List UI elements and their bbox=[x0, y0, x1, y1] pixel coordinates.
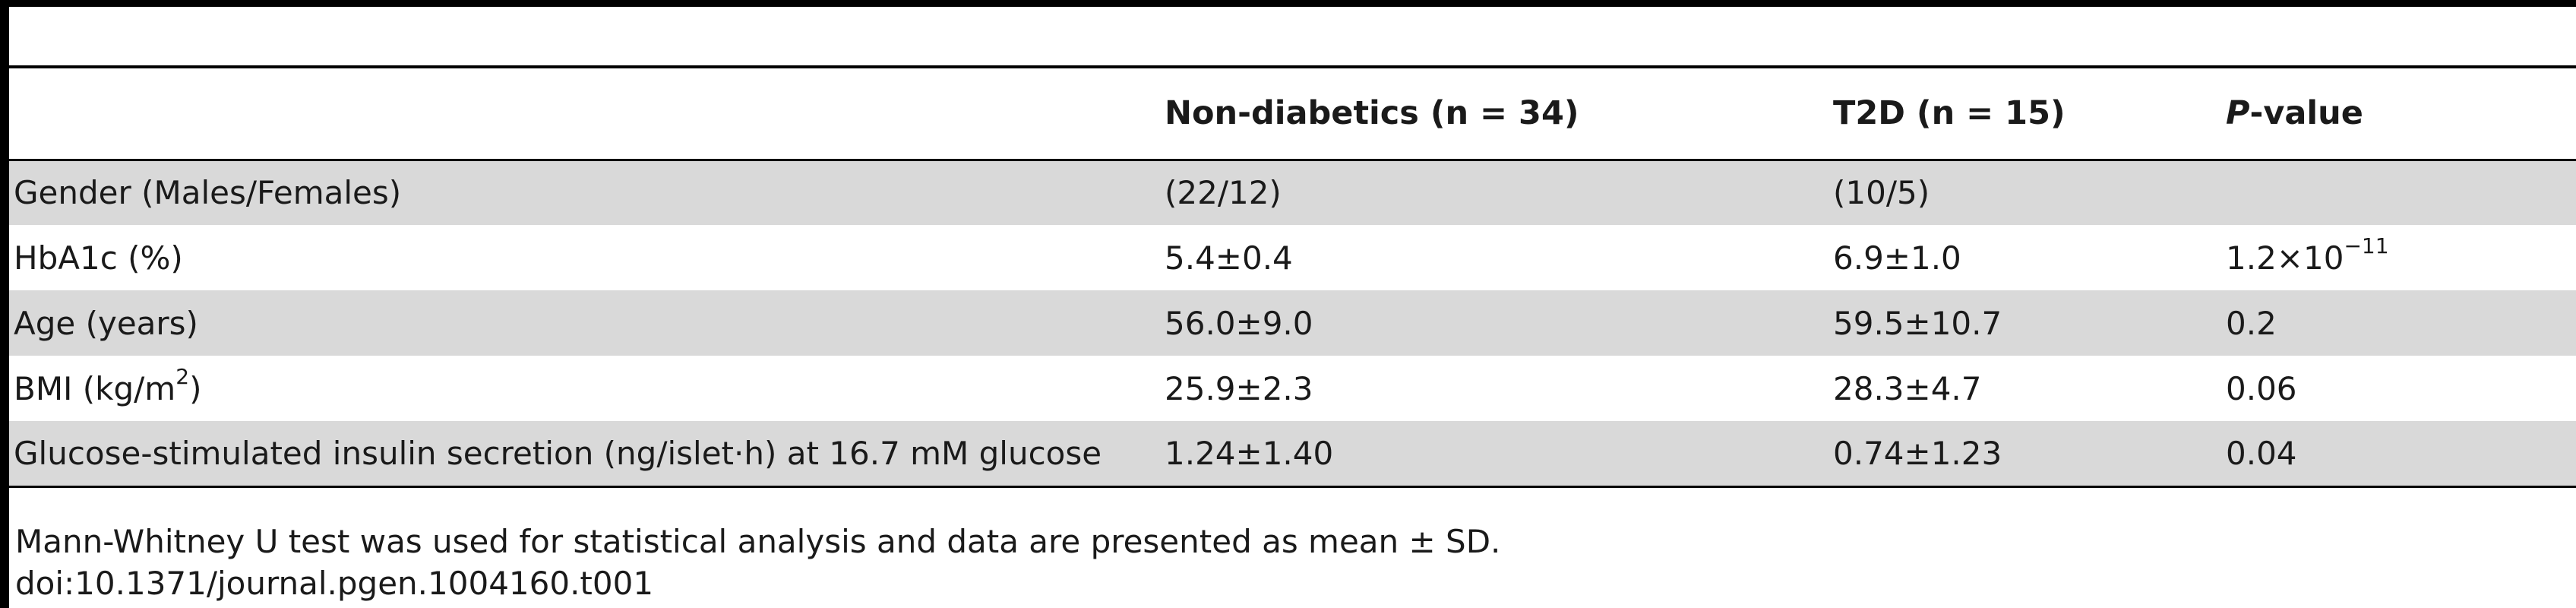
cell-t2d: 28.3±4.7 bbox=[1833, 369, 1982, 407]
p-value-text: 0.06 bbox=[2226, 369, 2297, 407]
header-p-rest: -value bbox=[2249, 94, 2363, 133]
p-value-text: 1.2×10 bbox=[2226, 239, 2344, 277]
table-row: HbA1c (%) 5.4±0.4 6.9±1.0 1.2×10−11 bbox=[9, 225, 2576, 290]
p-value-sup: −11 bbox=[2344, 233, 2389, 258]
cell-p-value: 0.06 bbox=[2221, 356, 2576, 421]
cell-t2d: (10/5) bbox=[1833, 174, 1930, 212]
row-label: BMI (kg/m2) bbox=[9, 356, 1160, 421]
header-t2d: T2D (n = 15) bbox=[1833, 94, 2066, 133]
table-row: Glucose-stimulated insulin secretion (ng… bbox=[9, 421, 2576, 486]
row-label-sup: 2 bbox=[175, 363, 190, 389]
row-label-text: Glucose-stimulated insulin secretion (ng… bbox=[14, 434, 1102, 472]
table-footnote: Mann-Whitney U test was used for statist… bbox=[15, 523, 1501, 560]
header-p-italic: P bbox=[2226, 94, 2250, 133]
row-label-after: ) bbox=[189, 369, 202, 407]
cell-p-value bbox=[2221, 160, 2576, 225]
table-header-row: Non-diabetics (n = 34) T2D (n = 15) P-va… bbox=[9, 67, 2576, 160]
left-border-rule bbox=[0, 0, 9, 608]
row-label-text: Gender (Males/Females) bbox=[14, 174, 402, 212]
row-label: Glucose-stimulated insulin secretion (ng… bbox=[9, 421, 1160, 486]
cell-non-diabetics: 5.4±0.4 bbox=[1165, 239, 1293, 277]
cell-non-diabetics: 25.9±2.3 bbox=[1165, 369, 1313, 407]
header-p-value: P-value bbox=[2221, 67, 2576, 160]
cell-p-value: 1.2×10−11 bbox=[2221, 225, 2576, 290]
p-value-text: 0.2 bbox=[2226, 304, 2277, 342]
cell-non-diabetics: 56.0±9.0 bbox=[1165, 304, 1313, 342]
row-label-text: HbA1c (%) bbox=[14, 239, 183, 277]
cell-non-diabetics: 1.24±1.40 bbox=[1165, 434, 1334, 472]
top-border-rule bbox=[9, 0, 2576, 7]
table-row: Age (years) 56.0±9.0 59.5±10.7 0.2 bbox=[9, 290, 2576, 356]
header-characteristic bbox=[9, 67, 1160, 160]
header-non-diabetics: Non-diabetics (n = 34) bbox=[1165, 94, 1579, 133]
row-label-text: BMI (kg/m bbox=[14, 369, 176, 407]
cell-t2d: 6.9±1.0 bbox=[1833, 239, 1961, 277]
row-label: Gender (Males/Females) bbox=[9, 160, 1160, 225]
p-value-text: 0.04 bbox=[2226, 434, 2297, 472]
cell-p-value: 0.04 bbox=[2221, 421, 2576, 486]
row-label: HbA1c (%) bbox=[9, 225, 1160, 290]
row-label-text: Age (years) bbox=[14, 304, 198, 342]
cell-non-diabetics: (22/12) bbox=[1165, 174, 1282, 212]
patient-characteristics-table: Non-diabetics (n = 34) T2D (n = 15) P-va… bbox=[9, 65, 2576, 488]
cell-t2d: 59.5±10.7 bbox=[1833, 304, 2002, 342]
row-label: Age (years) bbox=[9, 290, 1160, 356]
cell-t2d: 0.74±1.23 bbox=[1833, 434, 2002, 472]
table-row: Gender (Males/Females) (22/12) (10/5) bbox=[9, 160, 2576, 225]
doi-link[interactable]: doi:10.1371/journal.pgen.1004160.t001 bbox=[15, 565, 654, 602]
table-row: BMI (kg/m2) 25.9±2.3 28.3±4.7 0.06 bbox=[9, 356, 2576, 421]
cell-p-value: 0.2 bbox=[2221, 290, 2576, 356]
